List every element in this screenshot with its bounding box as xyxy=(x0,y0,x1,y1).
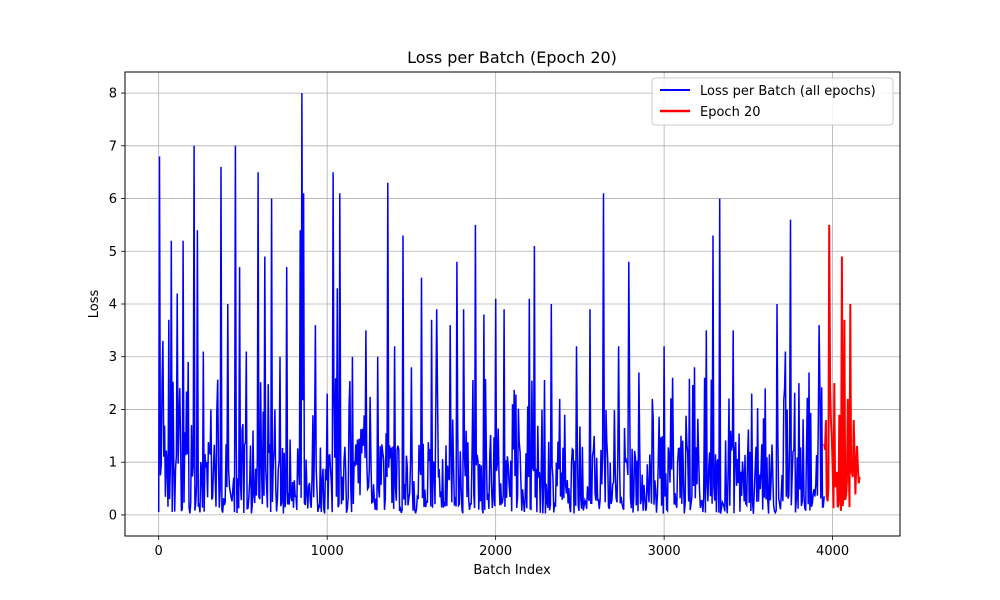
chart-title: Loss per Batch (Epoch 20) xyxy=(407,48,617,67)
series-layer xyxy=(157,93,861,515)
legend-label-epoch-20: Epoch 20 xyxy=(700,105,760,120)
y-tick-label: 2 xyxy=(109,403,117,418)
y-tick-label: 3 xyxy=(109,350,117,365)
y-tick-label: 1 xyxy=(109,456,117,471)
axis-ticks: 0 1000 2000 3000 4000 0 1 2 3 4 5 6 7 8 xyxy=(109,87,849,559)
y-tick-label: 8 xyxy=(109,87,117,102)
y-tick-label: 0 xyxy=(109,508,117,523)
x-tick-label: 3000 xyxy=(648,544,681,559)
x-tick-label: 1000 xyxy=(311,544,344,559)
y-tick-label: 4 xyxy=(109,298,117,313)
y-tick-label: 7 xyxy=(109,139,117,154)
x-tick-label: 4000 xyxy=(816,544,849,559)
y-tick-label: 5 xyxy=(109,245,117,260)
x-tick-label: 0 xyxy=(155,544,163,559)
legend-label-all-epochs: Loss per Batch (all epochs) xyxy=(700,84,876,99)
y-tick-label: 6 xyxy=(109,192,117,207)
y-axis-label: Loss xyxy=(87,290,102,319)
x-tick-label: 2000 xyxy=(479,544,512,559)
series-line-all-epochs xyxy=(157,93,825,515)
legend-box xyxy=(651,77,894,126)
legend: Loss per Batch (all epochs) Epoch 20 xyxy=(651,77,894,126)
series-line-epoch-20 xyxy=(823,224,861,511)
x-axis-label: Batch Index xyxy=(473,563,551,578)
